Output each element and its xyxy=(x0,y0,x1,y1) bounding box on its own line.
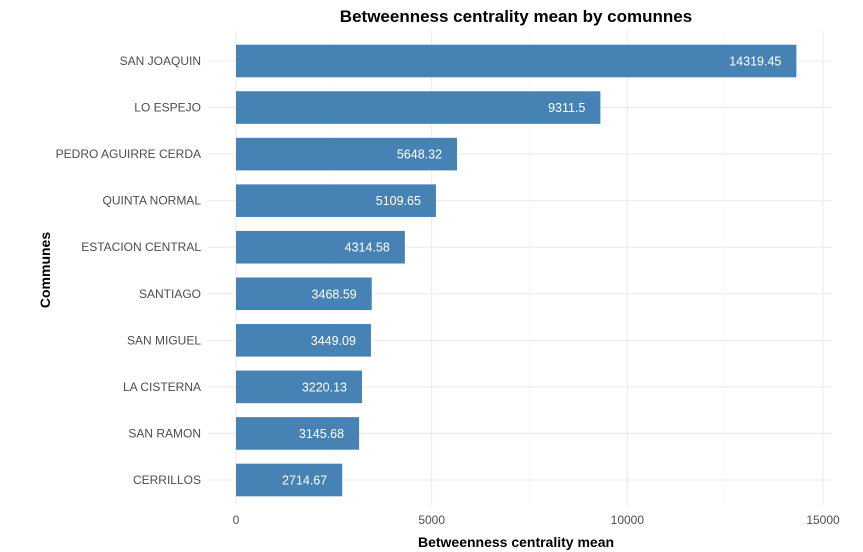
bar xyxy=(236,184,436,217)
bars xyxy=(236,44,797,497)
category-labels: SAN JOAQUIN LO ESPEJO PEDRO AGUIRRE CERDA Q… xyxy=(56,54,202,487)
bar-value-label: 4314.58 xyxy=(345,241,390,255)
bar xyxy=(236,463,343,497)
bar xyxy=(236,417,360,450)
x-axis-title: Betweenness centrality mean xyxy=(418,534,614,550)
category-label: PEDRO AGUIRRE CERDA xyxy=(56,147,201,161)
bar-value-label: 3145.68 xyxy=(299,427,344,441)
value-labels: 14319.45 9311.5 5648.32 5109.65 4314.58 3468.… xyxy=(282,55,781,488)
x-tick-label: 10000 xyxy=(611,513,645,527)
x-tick-labels: 0 5000 10000 15000 xyxy=(233,513,840,527)
bar xyxy=(236,370,363,404)
category-label: SAN MIGUEL xyxy=(127,333,201,347)
category-label: SANTIAGO xyxy=(139,287,201,301)
category-label: QUINTA NORMAL xyxy=(103,194,202,208)
y-axis-title: Communes xyxy=(37,232,53,308)
category-label: LA CISTERNA xyxy=(123,380,201,394)
bar-value-label: 5109.65 xyxy=(376,194,421,208)
x-tick-label: 0 xyxy=(233,513,240,527)
bar-value-label: 3220.13 xyxy=(302,380,347,394)
bar-value-label: 3449.09 xyxy=(311,334,356,348)
bar xyxy=(236,137,458,171)
x-tick-label: 5000 xyxy=(418,513,445,527)
bar xyxy=(236,277,372,311)
bar xyxy=(236,230,405,264)
bar-value-label: 5648.32 xyxy=(397,148,442,162)
bar-value-label: 9311.5 xyxy=(548,101,585,115)
category-label: SAN RAMON xyxy=(128,426,201,440)
category-label: SAN JOAQUIN xyxy=(120,54,201,68)
bar-value-label: 3468.59 xyxy=(312,287,357,301)
category-label: ESTACION CENTRAL xyxy=(81,240,201,254)
x-tick-label: 15000 xyxy=(806,513,840,527)
bar xyxy=(236,91,601,124)
category-label: LO ESPEJO xyxy=(134,101,201,115)
category-label: CERRILLOS xyxy=(133,473,201,487)
bar-value-label: 2714.67 xyxy=(282,474,327,488)
chart-title: Betweenness centrality mean by comunnes xyxy=(340,7,692,26)
bar xyxy=(236,324,371,357)
bar xyxy=(236,44,797,78)
bar-value-label: 14319.45 xyxy=(729,55,781,69)
